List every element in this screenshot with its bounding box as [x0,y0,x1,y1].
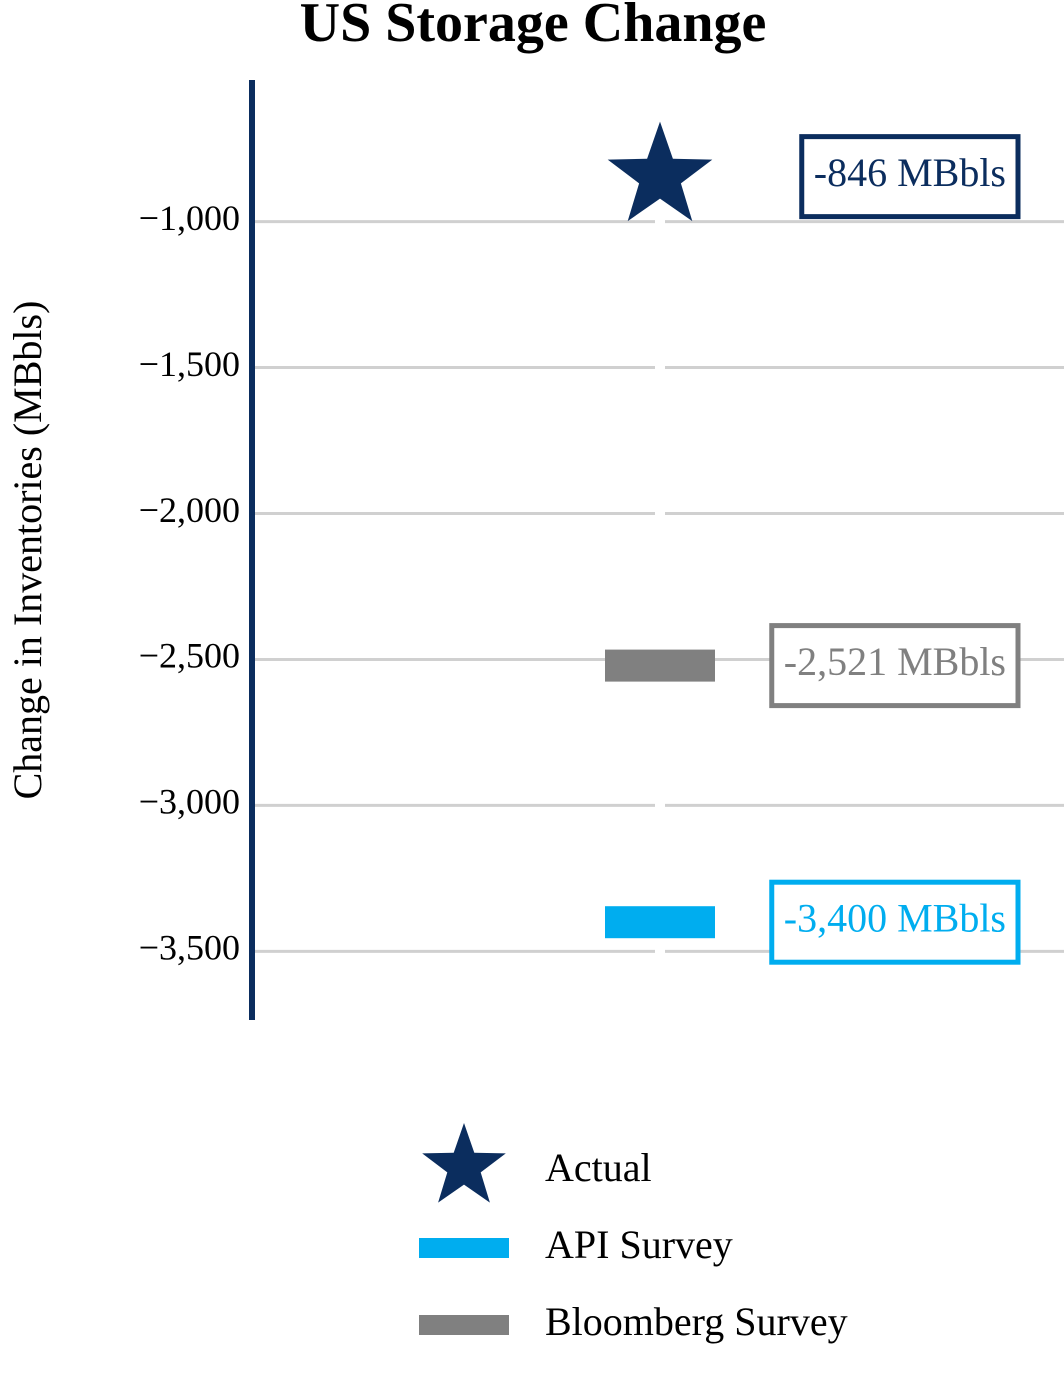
y-tick-label: −1,000 [139,198,240,238]
y-tick-label: −2,500 [139,636,240,676]
legend-label: Actual [545,1145,652,1190]
value-label: -2,521 MBbls [784,639,1006,684]
y-tick-label: −3,500 [139,928,240,968]
chart-title: US Storage Change [300,0,767,54]
value-label-box [769,879,1021,965]
dash-marker [605,649,715,682]
value-label-box [799,134,1021,220]
y-axis-label: Change in Inventories (MBbls) [5,301,50,800]
value-label-box [769,623,1021,709]
legend-label: Bloomberg Survey [545,1299,848,1344]
y-tick-label: −2,000 [139,490,240,530]
legend-marker [419,1238,509,1258]
legend-marker [422,1123,506,1203]
star-marker [607,121,713,222]
y-tick-label: −3,000 [139,782,240,822]
dash-marker [605,906,715,939]
legend-label: API Survey [545,1222,733,1267]
value-label: -846 MBbls [814,150,1006,195]
value-label: -3,400 MBbls [784,895,1006,940]
y-tick-label: −1,500 [139,344,240,384]
legend-marker [419,1315,509,1335]
